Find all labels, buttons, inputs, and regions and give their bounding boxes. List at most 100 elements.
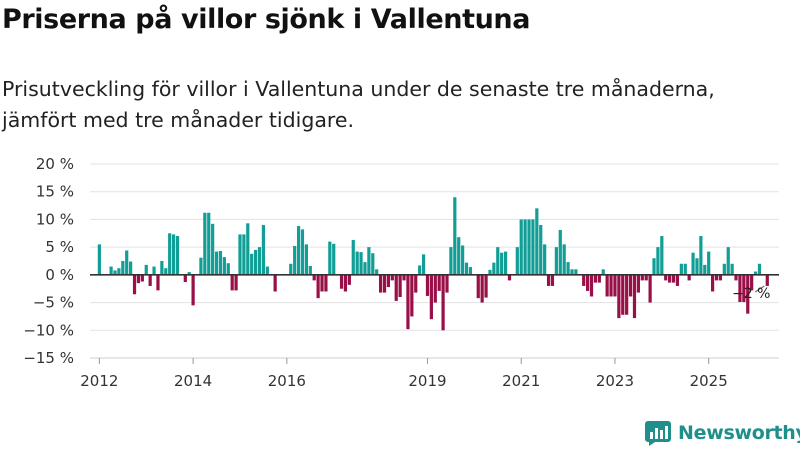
bar	[562, 244, 566, 275]
bar	[488, 269, 492, 275]
bar	[652, 258, 656, 275]
bar	[398, 274, 402, 298]
bar	[214, 251, 219, 275]
bar	[355, 251, 359, 275]
bar	[582, 274, 586, 286]
bar	[527, 219, 531, 275]
brand-name: Newsworthy	[678, 422, 800, 444]
bar	[632, 274, 637, 319]
bar	[625, 274, 629, 315]
bar	[97, 244, 101, 275]
x-tick-label: 2014	[174, 372, 212, 390]
bar	[648, 274, 652, 303]
bar	[410, 274, 414, 317]
bar	[558, 229, 562, 275]
bar	[750, 274, 754, 291]
bar	[351, 239, 355, 275]
bar	[117, 268, 121, 275]
bar	[129, 261, 133, 275]
bar	[390, 274, 394, 281]
bar	[414, 274, 418, 293]
bar	[234, 274, 238, 291]
bar	[742, 274, 746, 303]
bar	[289, 263, 293, 275]
bar	[296, 226, 301, 275]
y-tick-label: 0 %	[45, 266, 74, 284]
bar	[492, 262, 496, 275]
bar	[320, 274, 324, 292]
y-axis-labels: 20 % 15 % 10 % 5 % 0 % −5 % −10 % −15 %	[23, 155, 74, 367]
x-tick-label: 2019	[408, 372, 446, 390]
bar	[113, 270, 117, 275]
bar	[543, 244, 547, 275]
bar	[187, 272, 191, 275]
x-tick-label: 2025	[690, 372, 728, 390]
bar	[132, 274, 137, 295]
bar	[222, 257, 226, 275]
y-tick-label: 20 %	[36, 155, 74, 173]
bar	[386, 274, 391, 288]
bar	[347, 274, 351, 285]
bar	[339, 274, 344, 289]
bar	[480, 274, 484, 303]
bar	[378, 274, 383, 293]
bar	[609, 274, 613, 297]
bar	[230, 274, 234, 291]
bar	[660, 236, 664, 275]
bar	[457, 237, 461, 275]
x-tick-label: 2023	[596, 372, 634, 390]
bar	[109, 266, 113, 275]
bar	[402, 274, 406, 281]
bar	[421, 254, 426, 275]
bar	[406, 274, 410, 330]
bar	[121, 261, 125, 275]
bar	[554, 247, 558, 275]
bar	[293, 246, 297, 275]
bar	[152, 266, 156, 275]
bar	[695, 258, 699, 275]
bar	[628, 274, 633, 297]
chart-subtitle: Prisutveckling för villor i Vallentuna u…	[2, 77, 715, 132]
bar	[382, 274, 387, 293]
annotations: −2 %	[732, 285, 770, 302]
bar	[168, 233, 172, 275]
bar	[433, 274, 437, 303]
bar	[746, 274, 750, 314]
newsworthy-logo: Newsworthy	[644, 419, 800, 447]
bar	[371, 253, 375, 275]
bar	[738, 274, 742, 303]
bar	[171, 234, 176, 275]
bar	[539, 224, 543, 275]
bar	[484, 274, 488, 298]
x-tick-label: 2016	[268, 372, 306, 390]
bar	[156, 274, 160, 291]
bar	[328, 241, 332, 275]
bar	[640, 274, 644, 281]
bar	[699, 236, 703, 275]
bar	[464, 262, 469, 275]
bar	[566, 262, 570, 275]
last-value-annotation: −2 %	[732, 286, 770, 302]
bar	[550, 274, 555, 286]
bar	[242, 234, 246, 275]
bar	[359, 252, 363, 275]
bar	[726, 247, 730, 275]
bar	[324, 274, 328, 292]
bar	[312, 274, 316, 281]
y-tick-label: 10 %	[36, 210, 74, 228]
bar	[586, 274, 590, 291]
bar	[441, 274, 445, 331]
bar	[418, 265, 422, 275]
bar	[332, 243, 336, 275]
x-tick-label: 2012	[80, 372, 118, 390]
bar	[664, 274, 668, 281]
bar	[668, 274, 672, 283]
bar	[183, 274, 187, 283]
bar	[140, 274, 144, 282]
bar	[523, 219, 527, 275]
y-tick-label: −5 %	[33, 294, 74, 312]
bar	[425, 274, 430, 296]
bar	[656, 247, 660, 275]
bar	[753, 271, 758, 275]
bar	[617, 274, 621, 319]
